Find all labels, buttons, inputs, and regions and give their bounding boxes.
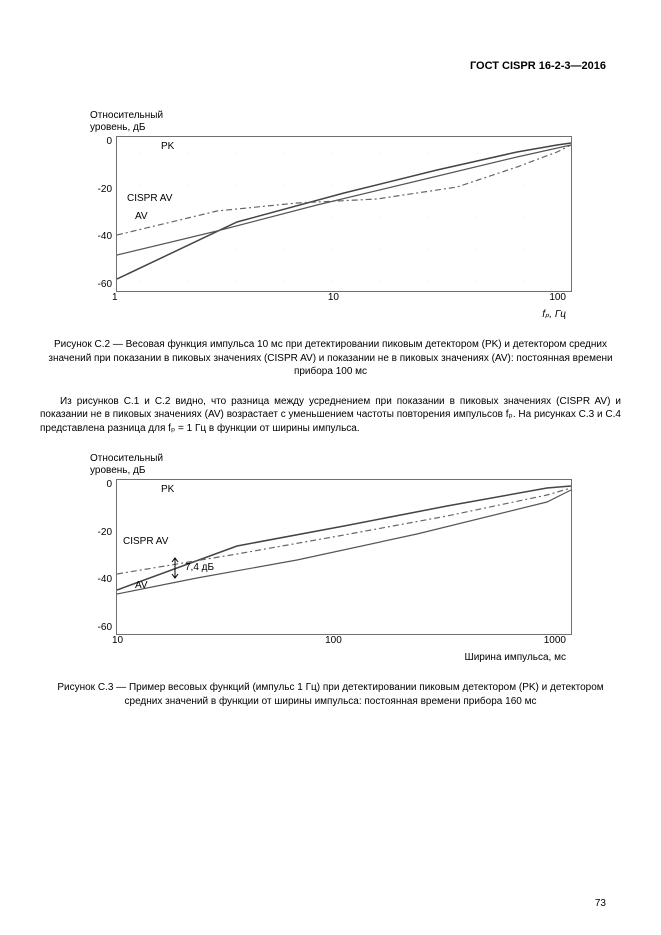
body-text-content: Из рисунков С.1 и С.2 видно, что разница… [40, 396, 621, 434]
chart1-svg [117, 137, 571, 291]
chart2-x-title: Ширина импульса, мс [112, 652, 566, 663]
chart1-x-ticks: 1 10 100 [112, 292, 566, 303]
chart1-av-label: AV [135, 211, 148, 222]
chart2-av-label: AV [135, 580, 148, 591]
tick-label: 10 [112, 635, 123, 646]
chart2-y-title: Относительный уровень, дБ [90, 453, 621, 477]
chart-c3: Относительный уровень, дБ 0 -20 -40 -60 PK … [40, 453, 621, 708]
chart2-caption: Рисунок С.3 — Пример весовых функций (им… [40, 681, 621, 708]
chart1-x-title: fₚ, Гц [112, 309, 566, 320]
chart1-cispr-label: CISPR AV [127, 193, 172, 204]
chart2-pk-label: PK [161, 484, 174, 495]
chart1-caption: Рисунок С.2 — Весовая функция импульса 1… [40, 338, 621, 379]
y-title-line2: уровень, дБ [90, 465, 145, 476]
tick-label: -20 [90, 527, 112, 538]
tick-label: 10 [328, 292, 339, 303]
tick-label: -60 [90, 279, 112, 290]
tick-label: -20 [90, 184, 112, 195]
chart1-pk-label: PK [161, 141, 174, 152]
tick-label: 1 [112, 292, 118, 303]
chart1-plot: PK CISPR AV AV [116, 136, 572, 292]
tick-label: -40 [90, 231, 112, 242]
chart2-svg [117, 480, 571, 634]
chart1-y-ticks: 0 -20 -40 -60 [90, 136, 116, 290]
y-title-line2: уровень, дБ [90, 122, 145, 133]
y-title-line1: Относительный [90, 110, 163, 121]
chart2-plot: PK CISPR AV 7,4 дБ AV [116, 479, 572, 635]
tick-label: 100 [325, 635, 342, 646]
chart2-cispr-label: CISPR AV [123, 536, 168, 547]
chart2-y-ticks: 0 -20 -40 -60 [90, 479, 116, 633]
page-number: 73 [595, 898, 606, 909]
tick-label: 0 [90, 479, 112, 490]
tick-label: 0 [90, 136, 112, 147]
chart1-y-title: Относительный уровень, дБ [90, 110, 621, 134]
y-title-line1: Относительный [90, 453, 163, 464]
tick-label: 100 [549, 292, 566, 303]
tick-label: -40 [90, 574, 112, 585]
tick-label: -60 [90, 622, 112, 633]
chart2-x-ticks: 10 100 1000 [112, 635, 566, 646]
chart-c2: Относительный уровень, дБ 0 -20 -40 -60 PK … [40, 110, 621, 379]
doc-header: ГОСТ CISPR 16-2-3—2016 [470, 60, 606, 72]
x-axis-text: fₚ, Гц [542, 309, 566, 320]
tick-label: 1000 [544, 635, 566, 646]
body-paragraph: Из рисунков С.1 и С.2 видно, что разница… [40, 395, 621, 436]
x-axis-text: Ширина импульса, мс [465, 652, 566, 663]
chart2-diff-label: 7,4 дБ [185, 562, 214, 573]
